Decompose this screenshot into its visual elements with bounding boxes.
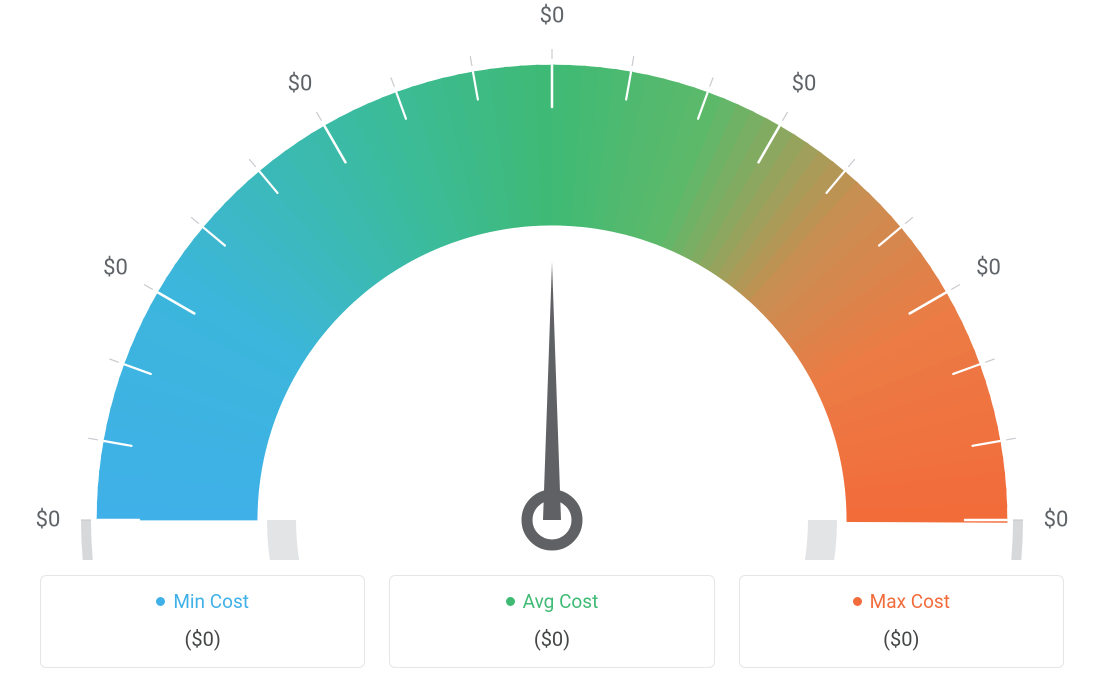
legend-row: Min Cost ($0) Avg Cost ($0) Max Cost ($0… [40, 575, 1064, 668]
gauge-tick-label: $0 [976, 256, 1001, 281]
gauge-area: $0 $0 $0 $0 $0 $0 $0 [0, 0, 1104, 560]
legend-title-max: Max Cost [853, 590, 950, 613]
legend-dot-max [853, 597, 862, 606]
gauge-tick-label: $0 [792, 71, 817, 96]
legend-dot-avg [506, 597, 515, 606]
gauge-tick-label: $0 [288, 71, 313, 96]
legend-label-min: Min Cost [173, 590, 249, 613]
legend-card-avg: Avg Cost ($0) [389, 575, 714, 668]
gauge-tick-label: $0 [36, 508, 61, 533]
legend-label-avg: Avg Cost [523, 590, 599, 613]
legend-card-min: Min Cost ($0) [40, 575, 365, 668]
gauge-tick-label: $0 [1044, 508, 1069, 533]
gauge-chart-container: $0 $0 $0 $0 $0 $0 $0 Min Cost ($0) Avg Cost ($… [0, 0, 1104, 690]
legend-dot-min [156, 597, 165, 606]
legend-value-avg: ($0) [400, 627, 703, 651]
gauge-tick-label: $0 [540, 4, 565, 29]
gauge-tick-label: $0 [103, 256, 128, 281]
legend-title-avg: Avg Cost [506, 590, 599, 613]
legend-card-max: Max Cost ($0) [739, 575, 1064, 668]
legend-label-max: Max Cost [870, 590, 950, 613]
legend-value-min: ($0) [51, 627, 354, 651]
legend-title-min: Min Cost [156, 590, 249, 613]
gauge-svg [0, 0, 1104, 560]
legend-value-max: ($0) [750, 627, 1053, 651]
